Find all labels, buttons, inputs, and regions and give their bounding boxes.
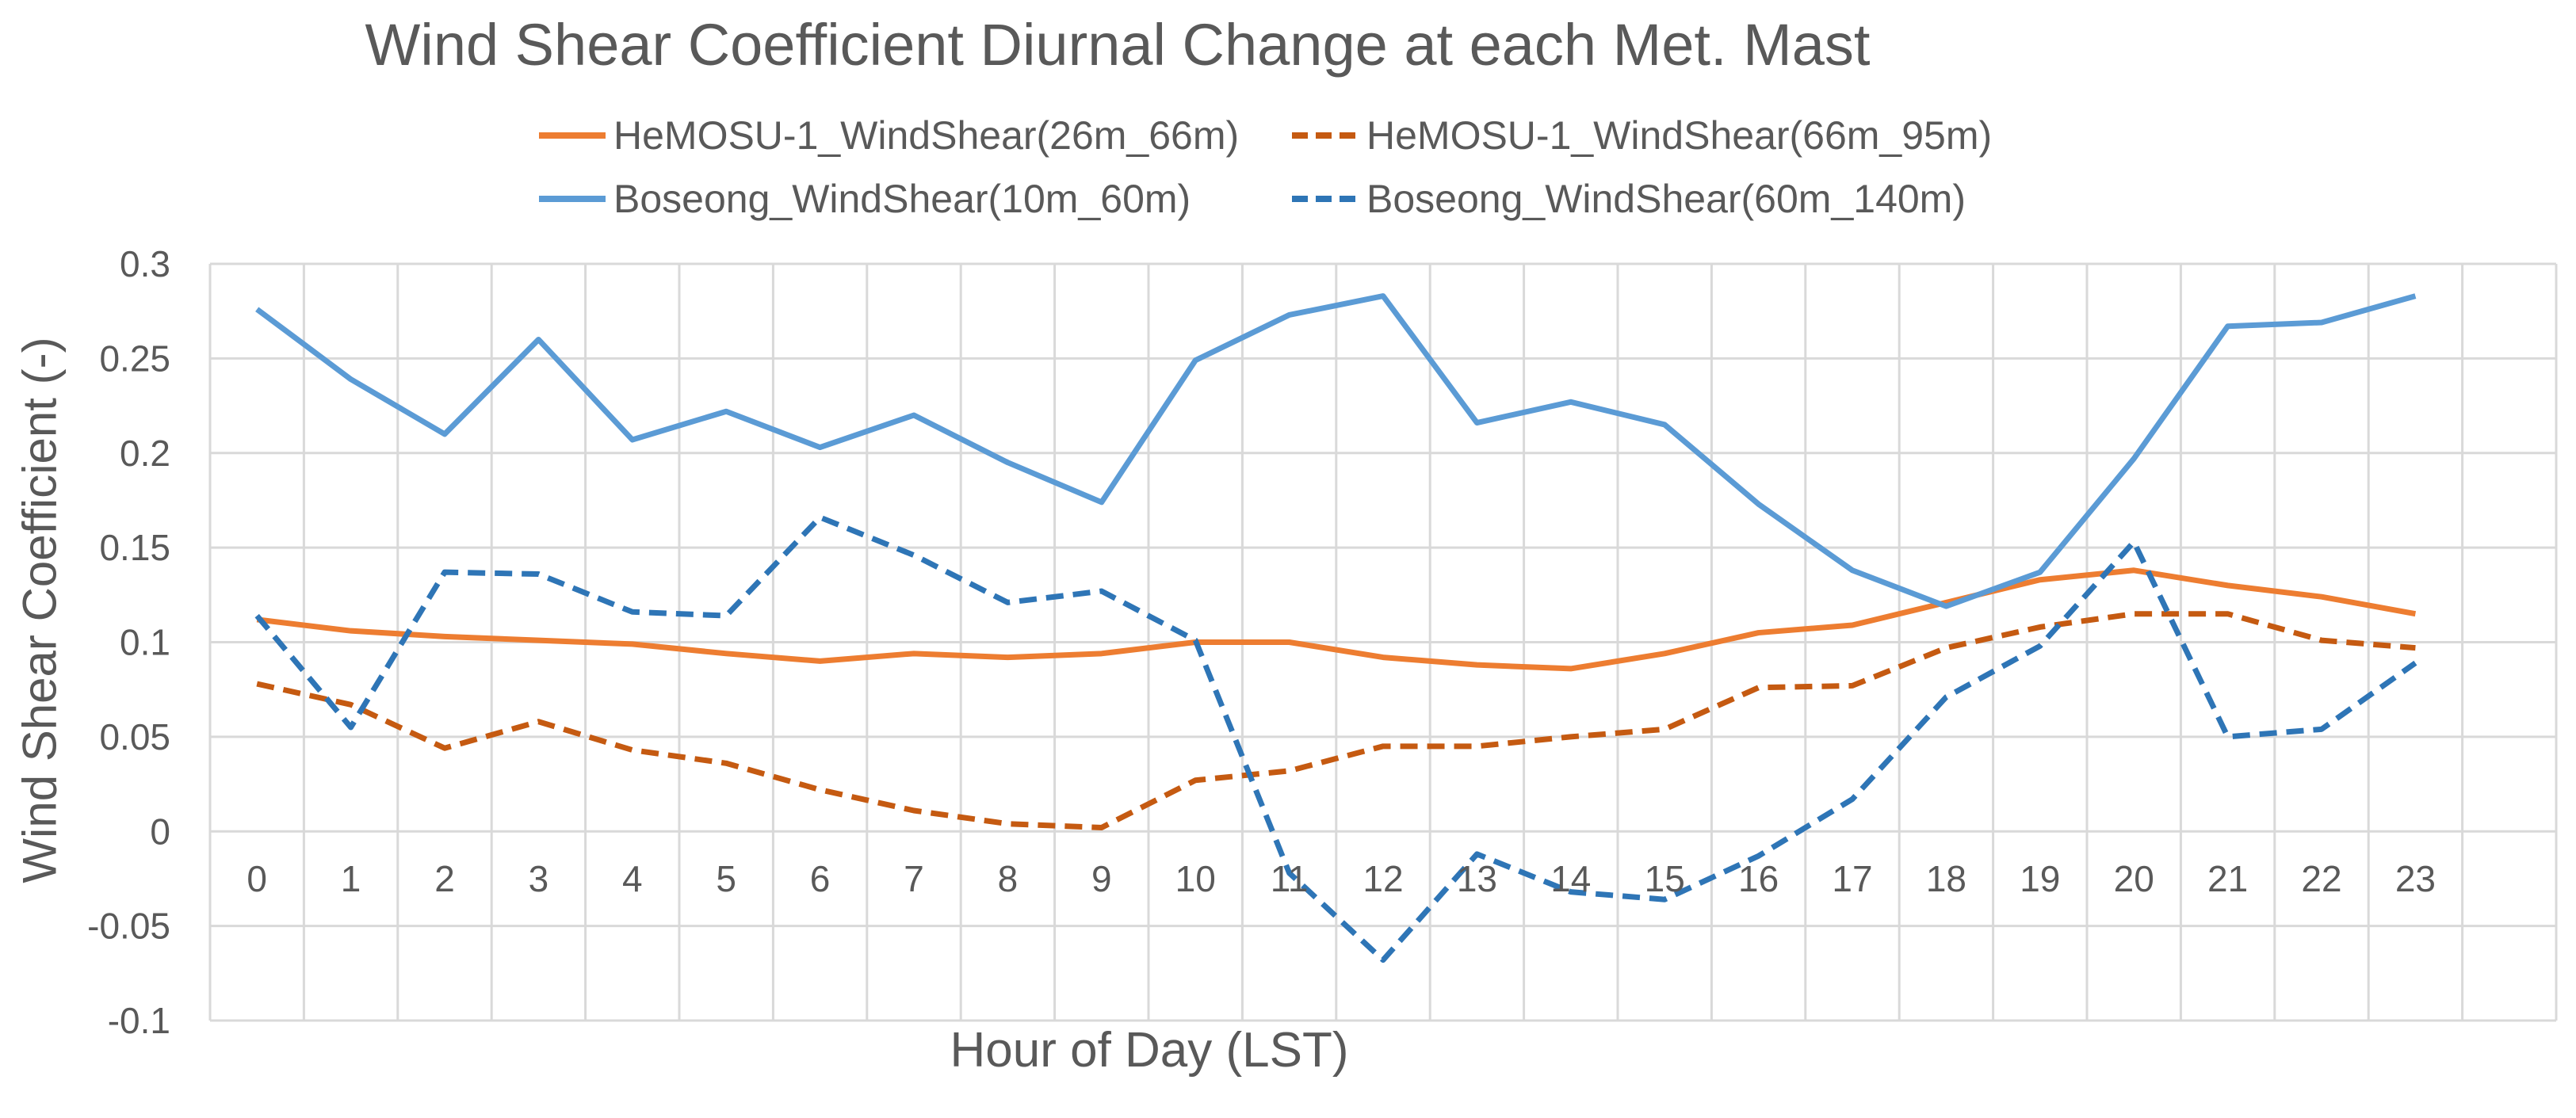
y-axis-title-text: Wind Shear Coefficient (-) xyxy=(13,337,67,883)
y-tick-label: 0.25 xyxy=(99,338,170,379)
y-tick-label: 0.15 xyxy=(99,527,170,568)
y-tick-label: 0.1 xyxy=(120,622,170,663)
x-tick-label: 16 xyxy=(1738,858,1779,899)
x-tick-label: 6 xyxy=(810,858,831,899)
x-tick-label: 18 xyxy=(1926,858,1966,899)
series-line-0 xyxy=(256,567,2417,672)
legend-swatch-hemosu-66-95 xyxy=(1292,132,1359,139)
y-tick-label: 0.2 xyxy=(120,433,170,474)
legend-row-2: Boseong_WindShear(10m_60m) Boseong_WindS… xyxy=(539,171,1966,227)
y-tick-label: -0.05 xyxy=(87,906,170,947)
series-lines xyxy=(254,293,2417,963)
x-tick-label: 10 xyxy=(1175,858,1216,899)
x-tick-label: 3 xyxy=(529,858,549,899)
x-tick-label: 17 xyxy=(1832,858,1872,899)
y-tick-label: 0.3 xyxy=(120,243,170,284)
x-tick-label: 9 xyxy=(1091,858,1112,899)
legend-row-1: HeMOSU-1_WindShear(26m_66m) HeMOSU-1_Win… xyxy=(539,108,1992,163)
legend-label-hemosu-66-95: HeMOSU-1_WindShear(66m_95m) xyxy=(1366,113,1993,158)
x-tick-label: 14 xyxy=(1550,858,1591,899)
x-axis-title: Hour of Day (LST) xyxy=(950,1023,1349,1078)
x-tick-label: 5 xyxy=(716,858,736,899)
y-tick-labels: -0.1 -0.05 0 0.05 0.1 0.15 0.2 0.25 0.3 xyxy=(87,243,170,1041)
legend-label-hemosu-26-66: HeMOSU-1_WindShear(26m_66m) xyxy=(613,113,1240,158)
x-tick-label: 13 xyxy=(1457,858,1497,899)
y-tick-label: 0 xyxy=(150,811,170,852)
x-tick-label: 11 xyxy=(1271,858,1309,899)
legend-label-boseong-10-60: Boseong_WindShear(10m_60m) xyxy=(613,177,1191,221)
series-line-2 xyxy=(255,293,2417,609)
gridlines xyxy=(208,262,2558,1022)
legend-item-hemosu-26-66: HeMOSU-1_WindShear(26m_66m) xyxy=(539,113,1292,158)
x-tick-label: 8 xyxy=(998,858,1019,899)
chart-title: Wind Shear Coefficient Diurnal Change at… xyxy=(365,12,1871,78)
legend-label-boseong-60-140: Boseong_WindShear(60m_140m) xyxy=(1366,177,1966,221)
x-tick-label: 12 xyxy=(1363,858,1403,899)
x-tick-label: 2 xyxy=(434,858,455,899)
x-tick-label: 22 xyxy=(2301,858,2341,899)
y-tick-label: -0.1 xyxy=(108,1000,170,1041)
x-tick-label: 1 xyxy=(341,858,361,899)
x-tick-label: 15 xyxy=(1645,858,1685,899)
x-tick-labels: 0 1 2 3 4 5 6 7 8 9 10 11 12 13 14 15 16 17 18 19 20 21 22 23 xyxy=(247,858,2436,899)
legend-item-boseong-10-60: Boseong_WindShear(10m_60m) xyxy=(539,176,1292,222)
legend-swatch-boseong-60-140 xyxy=(1292,196,1359,202)
x-tick-label: 7 xyxy=(904,858,924,899)
y-tick-label: 0.05 xyxy=(99,716,170,757)
legend-swatch-hemosu-26-66 xyxy=(539,132,606,139)
x-tick-label: 4 xyxy=(622,858,643,899)
legend-item-hemosu-66-95: HeMOSU-1_WindShear(66m_95m) xyxy=(1292,113,1992,158)
x-tick-label: 0 xyxy=(247,858,267,899)
x-tick-label: 20 xyxy=(2114,858,2154,899)
x-tick-label: 21 xyxy=(2207,858,2248,899)
series-line-3 xyxy=(254,514,2417,963)
x-tick-label: 23 xyxy=(2395,858,2436,899)
legend-swatch-boseong-10-60 xyxy=(539,196,606,202)
legend-item-boseong-60-140: Boseong_WindShear(60m_140m) xyxy=(1292,176,1966,222)
x-tick-label: 19 xyxy=(2020,858,2060,899)
